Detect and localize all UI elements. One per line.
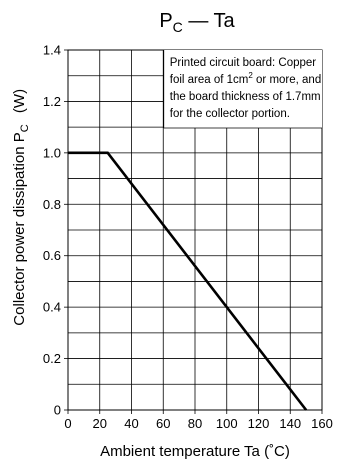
x-tick-label: 0 bbox=[64, 416, 71, 431]
y-tick-label: 0 bbox=[54, 403, 61, 418]
y-tick-label: 1.0 bbox=[43, 145, 61, 160]
annotation-line: the board thickness of 1.7mm bbox=[170, 91, 321, 103]
y-axis-label: Collector power dissipation PC bbox=[11, 124, 31, 325]
x-tick-label: 80 bbox=[188, 416, 202, 431]
x-axis-label: Ambient temperature Ta (˚C) bbox=[100, 443, 290, 460]
annotation-box bbox=[163, 50, 322, 128]
y-tick-label: 0.2 bbox=[43, 351, 61, 366]
y-tick-label: 0.6 bbox=[43, 248, 61, 263]
x-tick-label: 20 bbox=[93, 416, 107, 431]
annotation-line: Printed circuit board: Copper bbox=[170, 57, 317, 69]
annotation-line: for the collector portion. bbox=[170, 108, 290, 120]
x-tick-label: 60 bbox=[156, 416, 170, 431]
y-tick-label: 0.8 bbox=[43, 197, 61, 212]
chart-title: PC — Ta bbox=[159, 10, 235, 35]
x-tick-label: 160 bbox=[311, 416, 333, 431]
x-tick-label: 140 bbox=[279, 416, 301, 431]
annotation-line: foil area of 1cm2 or more, and bbox=[170, 71, 321, 86]
y-tick-label: 1.4 bbox=[43, 43, 61, 58]
x-tick-label: 40 bbox=[124, 416, 138, 431]
x-tick-label: 100 bbox=[216, 416, 238, 431]
x-tick-label: 120 bbox=[248, 416, 270, 431]
y-tick-label: 1.2 bbox=[43, 94, 61, 109]
y-tick-label: 0.4 bbox=[43, 300, 61, 315]
series-line bbox=[68, 151, 308, 411]
y-axis-unit: (W) bbox=[11, 89, 28, 113]
